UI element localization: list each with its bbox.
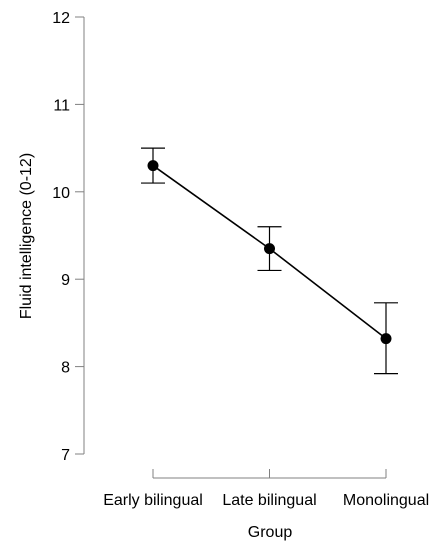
y-tick-label: 9 [61,272,70,289]
y-tick-label: 7 [61,447,70,464]
y-axis-title: Fluid intelligence (0-12) [18,153,35,319]
y-tick-label: 11 [53,97,70,114]
x-axis: Early bilingual Late bilingual Monolingual [103,469,429,509]
y-tick-label: 8 [61,360,70,377]
error-bars [141,147,398,375]
y-axis: 7 8 9 10 11 12 [52,10,85,464]
x-tick-label: Late bilingual [222,492,316,509]
data-point [147,160,159,172]
y-tick-label: 10 [52,185,70,202]
x-tick-label: Monolingual [343,492,429,509]
data-points [147,160,392,345]
data-point [264,243,275,255]
x-axis-title: Group [248,524,293,541]
data-point [380,333,392,345]
x-tick-label: Early bilingual [103,492,203,509]
y-tick-label: 12 [52,10,70,27]
